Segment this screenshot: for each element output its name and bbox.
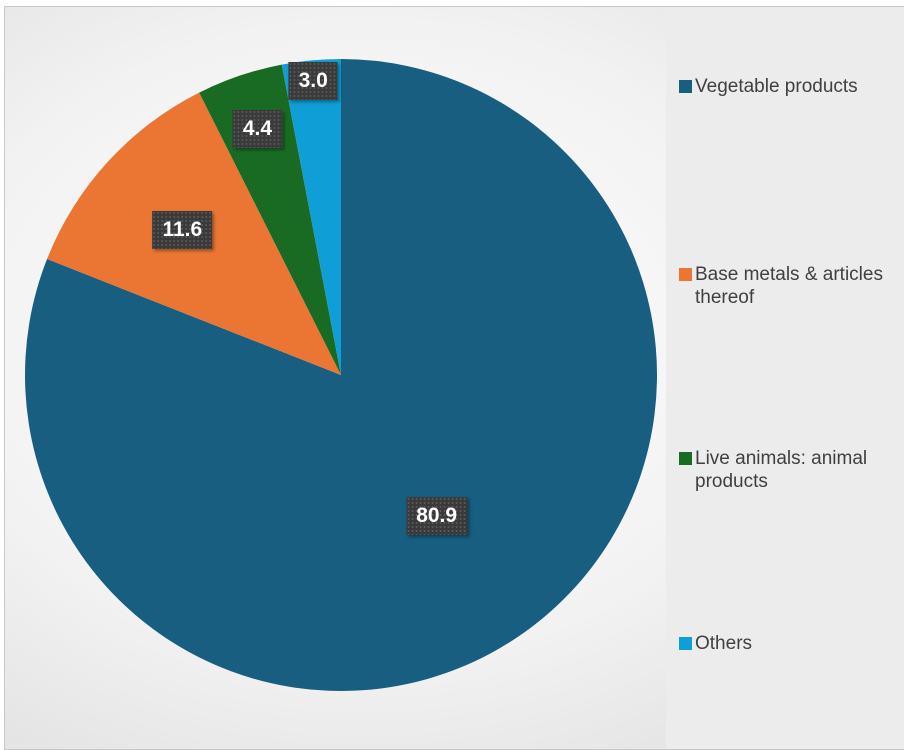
legend-swatch xyxy=(679,452,692,465)
legend-item-vegetable-products: Vegetable products xyxy=(679,75,904,98)
legend-swatch xyxy=(679,637,692,650)
data-label-base-metals: 11.6 xyxy=(152,210,213,249)
legend-item-live-animals: Live animals: animal products xyxy=(679,447,904,493)
legend-item-base-metals: Base metals & articles thereof xyxy=(679,263,904,309)
legend-item-others: Others xyxy=(679,632,904,655)
chart-area: 80.9 11.6 4.4 3.0 Vegetable products Bas… xyxy=(4,6,904,750)
pie-slice-others xyxy=(281,59,341,375)
legend-label: Base metals & articles thereof xyxy=(695,264,883,308)
legend-swatch xyxy=(679,268,692,281)
legend-label: Others xyxy=(695,633,753,654)
legend-label: Live animals: animal products xyxy=(695,448,868,492)
legend-label: Vegetable products xyxy=(695,76,858,97)
legend-panel xyxy=(666,7,904,749)
data-label-others: 3.0 xyxy=(288,62,338,101)
legend-swatch xyxy=(679,80,692,93)
data-label-vegetable-products: 80.9 xyxy=(406,496,468,535)
data-label-live-animals: 4.4 xyxy=(232,109,283,148)
pie-chart xyxy=(24,59,657,691)
